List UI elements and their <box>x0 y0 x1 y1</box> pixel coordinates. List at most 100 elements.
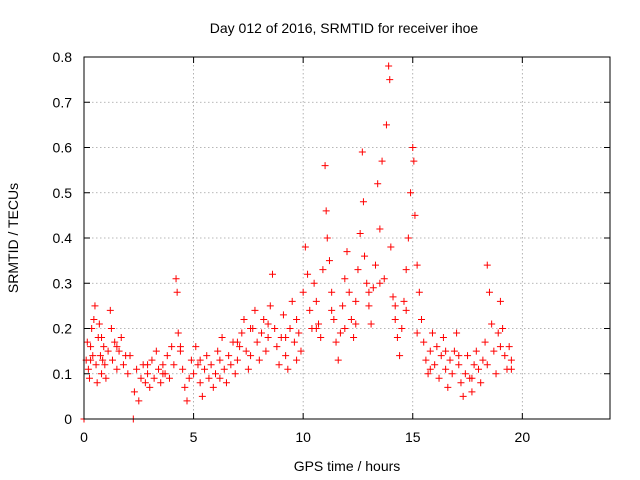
data-point <box>328 306 336 314</box>
data-point <box>262 347 270 355</box>
data-point <box>409 144 417 151</box>
x-tick-label: 10 <box>295 429 311 445</box>
data-point <box>391 302 399 310</box>
y-tick-label: 0.4 <box>53 230 73 246</box>
data-point <box>240 315 248 323</box>
x-tick-label: 0 <box>80 429 88 445</box>
data-point <box>448 370 456 378</box>
data-point <box>496 297 504 305</box>
data-point <box>255 356 263 364</box>
data-point <box>284 365 292 373</box>
data-point <box>176 343 184 351</box>
data-point <box>359 198 367 206</box>
data-point <box>155 365 163 373</box>
data-point <box>468 388 476 396</box>
data-point <box>173 288 181 296</box>
y-tick-label: 0 <box>64 411 72 427</box>
data-point <box>91 302 99 310</box>
data-point <box>198 392 206 400</box>
data-point <box>212 370 219 378</box>
data-point <box>354 266 362 274</box>
data-point <box>461 370 469 378</box>
data-point <box>242 347 250 355</box>
data-point <box>101 361 109 369</box>
data-point <box>328 288 336 296</box>
data-point <box>410 157 418 165</box>
data-point <box>468 374 476 382</box>
data-point <box>84 365 92 373</box>
data-point <box>218 334 226 342</box>
data-point <box>312 325 320 332</box>
data-point <box>148 356 156 364</box>
data-point <box>152 347 160 355</box>
data-point <box>301 243 309 251</box>
data-point <box>290 338 298 346</box>
data-point <box>222 379 230 387</box>
data-point <box>190 370 198 378</box>
data-point <box>407 189 415 197</box>
data-point <box>472 347 480 355</box>
data-point <box>115 347 123 355</box>
data-point <box>400 297 408 305</box>
data-point <box>253 338 261 346</box>
data-point <box>387 243 395 251</box>
data-point <box>358 148 366 156</box>
data-point <box>433 343 441 351</box>
data-point <box>236 343 244 351</box>
data-point <box>185 374 193 382</box>
data-point <box>457 379 465 387</box>
data-point <box>459 392 467 400</box>
data-point <box>319 266 327 274</box>
data-point <box>225 352 233 360</box>
data-point <box>336 329 344 337</box>
data-point <box>378 157 386 165</box>
data-point <box>233 356 241 364</box>
data-point <box>426 365 434 373</box>
data-point <box>464 352 472 360</box>
data-point <box>321 162 329 170</box>
data-point <box>95 320 103 328</box>
data-point <box>282 334 290 342</box>
data-point <box>196 356 204 364</box>
data-point <box>323 234 331 242</box>
grid-layer <box>84 57 610 419</box>
data-point <box>216 356 224 364</box>
data-point <box>87 343 95 351</box>
data-point <box>220 365 228 373</box>
data-point <box>507 365 515 373</box>
data-point <box>266 302 274 310</box>
data-point <box>279 311 287 319</box>
data-point <box>496 343 504 351</box>
data-point <box>264 320 272 328</box>
data-point <box>113 365 121 373</box>
data-point <box>367 320 375 328</box>
data-point <box>231 370 239 378</box>
data-point <box>104 347 112 355</box>
data-point <box>312 297 320 305</box>
data-point <box>477 379 485 387</box>
data-point <box>183 397 191 405</box>
data-point <box>297 347 305 355</box>
data-point <box>385 62 393 70</box>
data-point <box>271 325 279 332</box>
data-point <box>144 361 152 369</box>
data-point <box>146 383 154 391</box>
data-point <box>507 356 515 364</box>
data-point <box>130 388 138 396</box>
data-point <box>396 352 404 360</box>
data-point <box>90 315 98 323</box>
data-point <box>402 266 410 274</box>
data-point <box>194 361 202 369</box>
data-point <box>499 325 507 332</box>
data-point <box>352 320 360 328</box>
data-point <box>343 248 351 256</box>
data-point <box>214 347 222 355</box>
data-point <box>382 121 390 129</box>
x-tick-label: 5 <box>190 429 198 445</box>
data-point <box>365 288 373 296</box>
data-point <box>347 315 355 323</box>
data-point <box>135 397 143 405</box>
data-point <box>144 370 152 378</box>
data-point <box>83 338 91 346</box>
